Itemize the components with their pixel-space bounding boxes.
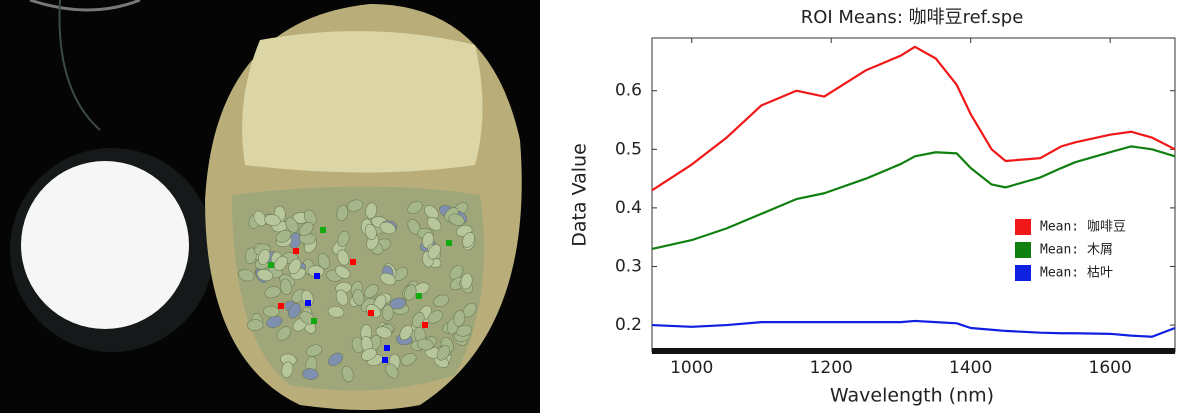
- x-tick-label: 1200: [810, 358, 853, 378]
- bean: [433, 294, 450, 308]
- x-tick-label: 1400: [949, 358, 992, 378]
- series-line: [651, 319, 1176, 338]
- bean: [341, 365, 354, 383]
- bean: [462, 232, 475, 248]
- x-axis-label: Wavelength (nm): [830, 385, 994, 407]
- bean: [337, 249, 350, 266]
- y-axis-label: Data Value: [569, 143, 591, 247]
- y-tick-label: 0.3: [615, 256, 642, 276]
- bean: [389, 297, 407, 310]
- bean: [364, 284, 379, 299]
- bean: [264, 286, 281, 299]
- y-tick-label: 0.4: [615, 198, 642, 218]
- x-axis: [652, 348, 1175, 354]
- y-tick-label: 0.6: [615, 81, 642, 101]
- bean: [337, 230, 350, 248]
- legend-swatch: [1015, 219, 1031, 235]
- bean: [288, 303, 301, 319]
- bean: [399, 324, 413, 341]
- legend-swatch: [1015, 242, 1031, 258]
- y-tick-label: 0.5: [615, 139, 642, 159]
- bean: [417, 338, 434, 351]
- bean: [361, 348, 377, 361]
- bean: [264, 214, 281, 227]
- bean: [335, 289, 349, 306]
- bean: [449, 264, 464, 280]
- bean: [346, 199, 364, 212]
- series-line: [651, 145, 1176, 250]
- legend-label: Mean: 木屑: [1040, 243, 1113, 258]
- bean: [426, 216, 442, 232]
- bean: [303, 209, 317, 226]
- legend-label: Mean: 咖啡豆: [1040, 220, 1126, 235]
- bean: [364, 223, 377, 241]
- bean: [317, 253, 331, 270]
- bean: [424, 205, 439, 220]
- bean: [281, 361, 294, 378]
- bean: [299, 221, 314, 237]
- bean: [400, 352, 417, 366]
- bean: [274, 255, 288, 272]
- bean: [385, 363, 399, 379]
- x-tick-label: 1600: [1089, 358, 1132, 378]
- bean: [328, 352, 344, 367]
- bean: [262, 305, 280, 318]
- bean: [336, 204, 349, 222]
- bean: [238, 269, 255, 282]
- x-tick-label: 1000: [670, 358, 713, 378]
- bean: [327, 305, 345, 318]
- bean: [246, 319, 264, 331]
- bean: [245, 247, 257, 265]
- legend-swatch: [1015, 265, 1031, 281]
- roi-markers: [268, 227, 452, 363]
- bean: [352, 289, 365, 306]
- bean: [448, 213, 465, 226]
- beans: [238, 199, 477, 383]
- bean: [436, 345, 450, 361]
- bean: [285, 217, 299, 233]
- bean: [306, 344, 323, 357]
- bean: [365, 202, 378, 219]
- y-tick-label: 0.2: [615, 315, 642, 335]
- bean: [382, 304, 394, 322]
- bean: [302, 368, 319, 380]
- bean: [375, 326, 392, 339]
- bean: [256, 269, 274, 282]
- bean: [427, 244, 441, 260]
- legend: [1008, 212, 1158, 290]
- photo: [0, 0, 540, 413]
- bean: [253, 210, 267, 227]
- chart-title: ROI Means: 咖啡豆ref.spe: [801, 7, 1024, 28]
- bean: [276, 326, 292, 341]
- bean: [379, 272, 396, 286]
- bean: [460, 272, 473, 290]
- bean: [257, 248, 271, 266]
- bean: [453, 310, 466, 327]
- bean: [407, 200, 423, 215]
- plot-frame: [651, 37, 1176, 353]
- bean: [404, 284, 417, 301]
- bean: [280, 278, 292, 296]
- bean: [427, 310, 443, 324]
- bean: [288, 258, 302, 275]
- bean: [275, 229, 292, 243]
- series-line: [651, 45, 1176, 192]
- bean: [379, 221, 396, 235]
- bean: [335, 265, 351, 279]
- legend-label: Mean: 枯叶: [1040, 266, 1113, 281]
